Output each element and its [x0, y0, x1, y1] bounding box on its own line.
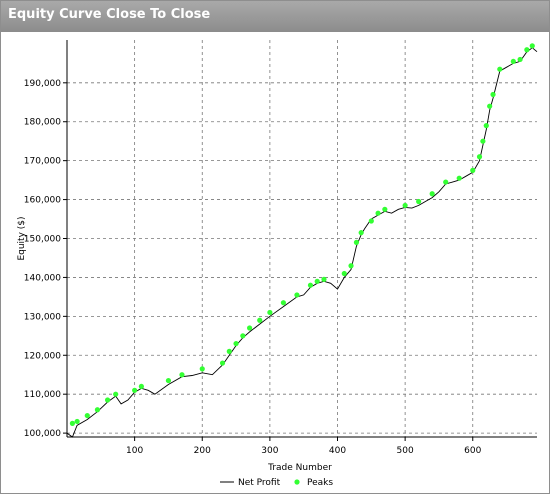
peak-point [246, 325, 253, 331]
legend-net-profit-label: Net Profit [238, 478, 281, 488]
x-tick-label: 200 [194, 446, 211, 456]
y-tick-label: 110,000 [24, 390, 61, 400]
y-tick-label: 100,000 [24, 429, 61, 439]
x-tick-label: 600 [464, 446, 481, 456]
peak-point [483, 123, 489, 129]
peak-point [470, 167, 476, 173]
peak-point [375, 210, 381, 216]
peak-point [294, 292, 300, 298]
y-tick-label: 130,000 [24, 312, 61, 322]
legend-peaks-swatch [294, 479, 300, 485]
y-tick-label: 170,000 [24, 157, 61, 167]
y-tick-label: 150,000 [24, 235, 61, 245]
window-title: Equity Curve Close To Close [8, 7, 211, 22]
peak-point [358, 230, 364, 236]
x-axis-label: Trade Number [267, 463, 332, 473]
peak-point [74, 418, 80, 425]
peak-point [480, 138, 486, 144]
series-lines [66, 47, 538, 438]
peaks-markers [69, 43, 535, 426]
peak-point [517, 56, 523, 63]
peak-point [240, 333, 246, 339]
peak-point [382, 206, 388, 212]
peak-point [132, 387, 138, 393]
peak-point [490, 91, 496, 98]
peak-point [510, 58, 516, 65]
y-tick-label: 180,000 [24, 118, 61, 128]
y-tick-label: 160,000 [24, 196, 61, 206]
tick-labels: 100,000 110,000 120,000 130,000 140,000 150,0… [24, 79, 482, 456]
peak-point [476, 154, 483, 160]
peak-point [353, 239, 360, 245]
title-bar: Equity Curve Close To Close [1, 1, 549, 32]
peak-point [179, 372, 185, 378]
peak-point [233, 340, 239, 347]
peak-point [307, 282, 314, 288]
peak-point [84, 412, 90, 419]
grid [67, 40, 537, 437]
y-tick-label: 120,000 [24, 351, 61, 361]
peak-point [487, 103, 493, 109]
peak-point [267, 309, 273, 316]
x-tick-label: 400 [329, 446, 346, 456]
legend: Net Profit Peaks [220, 478, 333, 488]
legend-peaks-label: Peaks [307, 478, 333, 488]
peak-point [257, 317, 263, 323]
peak-point [529, 43, 535, 49]
x-tick-label: 100 [126, 446, 143, 456]
y-axis-label: Equity ($) [17, 216, 27, 260]
x-tick-label: 300 [261, 446, 278, 456]
peak-point [348, 263, 354, 269]
peak-point [94, 407, 101, 413]
peak-point [341, 270, 347, 277]
peak-point [402, 202, 408, 209]
peak-point [69, 420, 76, 426]
axes [63, 40, 537, 441]
peak-point [138, 383, 144, 390]
peak-point [219, 360, 226, 366]
peak-point [314, 278, 320, 284]
y-tick-label: 140,000 [24, 273, 61, 283]
peak-point [429, 191, 435, 197]
y-tick-label: 190,000 [24, 79, 61, 89]
peak-point [199, 366, 205, 372]
x-tick-label: 500 [397, 446, 414, 456]
peak-point [113, 391, 119, 397]
peak-point [524, 47, 530, 53]
peak-point [497, 66, 503, 72]
peak-point [456, 175, 462, 181]
peak-point [104, 397, 111, 403]
net-profit-line [66, 47, 538, 438]
peak-point [165, 377, 172, 384]
peak-point [416, 198, 422, 205]
peak-point [368, 218, 374, 224]
peak-point [226, 348, 232, 354]
peak-point [443, 179, 449, 185]
peak-point [321, 276, 327, 282]
peak-point [280, 300, 287, 306]
